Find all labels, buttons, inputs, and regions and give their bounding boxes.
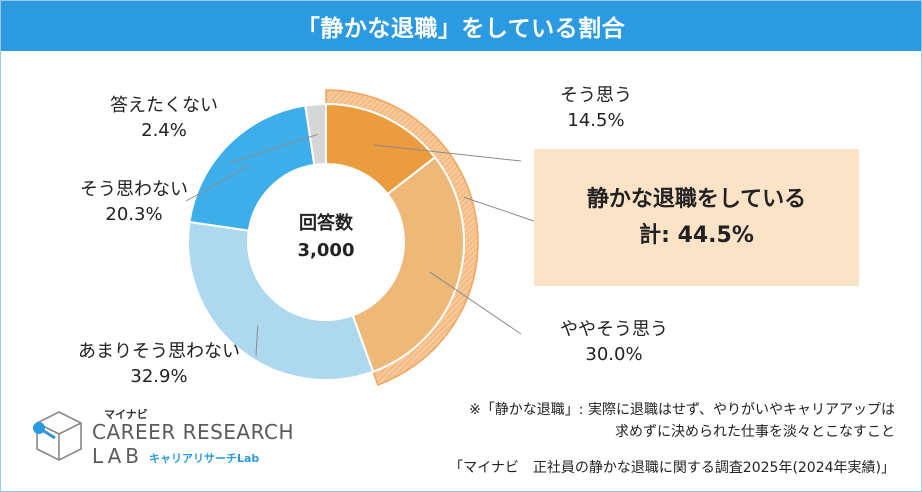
logo-brand-lab: LAB (92, 444, 144, 468)
leader-line-0 (373, 144, 522, 162)
logo-brand-small: マイナビ (104, 408, 148, 421)
career-research-lab-logo: マイナビ CAREER RESEARCH LAB キャリアリサーチLab (29, 406, 299, 468)
slice-label-soomou: そう思う 14.5% (560, 85, 632, 131)
leader-line-highlight (463, 196, 535, 222)
cube-icon (33, 411, 82, 461)
slice-label-yaya: ややそう思う 30.0% (560, 319, 668, 365)
leader-line-4 (228, 133, 319, 164)
leader-line-1 (429, 271, 522, 335)
highlight-line2: 計: 44.5% (639, 222, 754, 248)
leader-line-2 (255, 325, 259, 357)
logo-brand-main: CAREER RESEARCH (92, 420, 295, 444)
leader-line-3 (185, 165, 250, 202)
center-label: 回答数 (299, 212, 354, 234)
footnote: ※「静かな退職」: 実際に退職はせず、やりがいやキャリアアップは 求めずに決めら… (469, 402, 895, 440)
donut-slice-2 (187, 220, 375, 381)
highlight-box: 静かな退職をしている 計: 44.5% (534, 149, 859, 286)
slice-label-amari: あまりそう思わない 32.9% (78, 341, 240, 387)
center-value: 3,000 (298, 240, 355, 261)
donut-slice-4 (304, 102, 327, 167)
slice-label-soomowanai: そう思わない 20.3% (80, 179, 188, 225)
source-note: 「マイナビ 正社員の静かな退職に関する調査2025年(2024年実績)」 (449, 460, 895, 476)
logo-brand-sub: キャリアリサーチLab (149, 452, 260, 465)
highlight-line1: 静かな退職をしている (586, 186, 807, 212)
donut-slice-1 (351, 155, 465, 373)
donut-chart: 回答数 3,000 (185, 89, 535, 386)
slice-label-kotaetakunai: 答えたくない 2.4% (110, 95, 218, 141)
chart-title: 「静かな退職」をしている割合 (1, 1, 921, 51)
